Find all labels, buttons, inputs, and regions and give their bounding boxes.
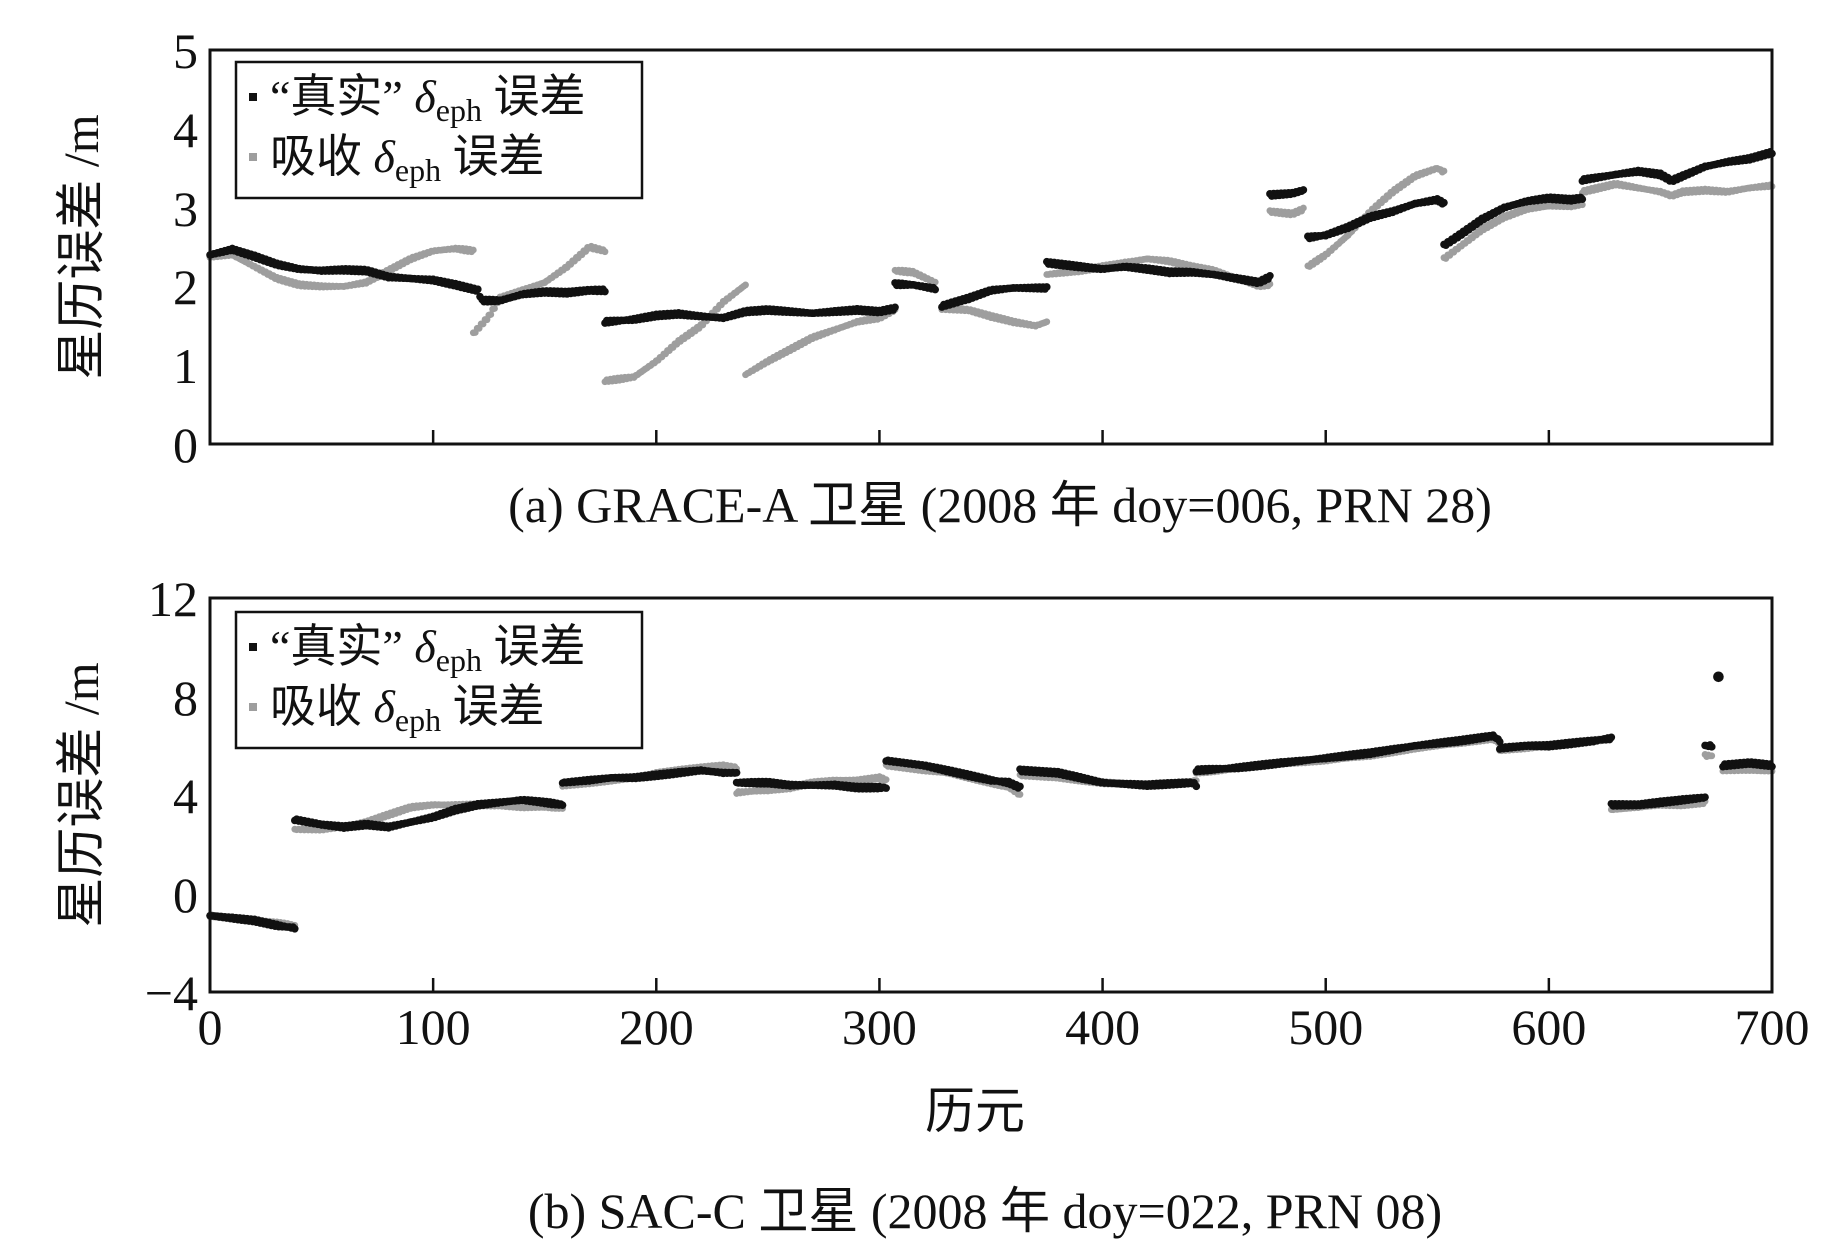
panel-b-x-tick-labels: 0 100 200 300 400 500 600 700 <box>198 999 1810 1055</box>
x-tick-label: 300 <box>842 999 917 1055</box>
data-point <box>1607 733 1616 742</box>
data-point <box>1192 782 1201 791</box>
data-point <box>1578 195 1587 203</box>
data-point <box>1713 671 1724 683</box>
panel-b-x-axis-title: 历元 <box>925 1083 1025 1139</box>
legend-label-absorbed: 吸收 δeph 误差 <box>270 681 545 738</box>
x-tick-label: 0 <box>198 999 223 1055</box>
x-tick-label: 400 <box>1065 999 1140 1055</box>
y-tick-label: 0 <box>173 867 198 923</box>
data-point <box>1440 167 1448 175</box>
x-tick-label: 700 <box>1735 999 1810 1055</box>
y-tick-label: 8 <box>173 670 198 726</box>
data-point <box>558 801 567 809</box>
panel-b-y-axis-title: 星历误差 /m <box>53 662 109 927</box>
data-point <box>1440 198 1448 207</box>
panel-b-caption: (b) SAC-C 卫星 (2008 年 doy=022, PRN 08) <box>528 1183 1442 1239</box>
legend-marker-absorbed <box>249 703 257 711</box>
data-point <box>1578 201 1586 209</box>
y-tick-label: −4 <box>145 965 198 1021</box>
panel-a-caption: (a) GRACE-A 卫星 (2008 年 doy=006, PRN 28) <box>508 477 1492 533</box>
y-tick-label: 5 <box>173 23 198 79</box>
y-tick-label: 12 <box>148 571 198 627</box>
legend-box <box>234 60 644 200</box>
data-point <box>1016 791 1024 798</box>
data-point <box>882 776 890 783</box>
y-tick-label: 2 <box>173 259 198 315</box>
panel-a-points <box>206 147 1776 386</box>
data-point <box>290 925 299 933</box>
legend-box <box>234 610 644 750</box>
data-point <box>1300 204 1307 212</box>
panel-a-legend: “真实” δeph 误差 吸收 δeph 误差 <box>234 60 644 200</box>
data-point <box>1043 318 1051 326</box>
data-point <box>601 248 609 256</box>
data-point <box>491 305 498 312</box>
panel-a-ticks <box>431 430 1551 444</box>
data-point <box>931 278 939 286</box>
data-point <box>601 287 609 296</box>
data-point <box>487 311 495 318</box>
panel-b-y-tick-labels: −4 0 4 8 12 <box>145 571 198 1021</box>
data-point <box>1707 743 1716 751</box>
y-tick-label: 4 <box>173 102 198 158</box>
legend-label-true: “真实” δeph 误差 <box>270 71 585 128</box>
panel-a-y-tick-labels: 0 1 2 3 4 5 <box>173 23 198 473</box>
panel-a-frame <box>208 48 1774 446</box>
legend-marker-true <box>249 643 257 651</box>
legend-marker-true <box>249 93 257 101</box>
panel-b-points <box>206 671 1776 933</box>
data-point <box>1299 186 1308 194</box>
panel-a: 0 1 2 3 4 5 星历误差 /m “真实” δeph 误差 吸收 δeph… <box>53 23 1776 533</box>
data-point <box>1042 283 1051 291</box>
data-point <box>891 303 899 312</box>
data-point <box>1701 793 1709 801</box>
x-tick-label: 100 <box>396 999 471 1055</box>
x-tick-label: 200 <box>619 999 694 1055</box>
panel-b: −4 0 4 8 12 星历误差 /m 0 100 200 300 400 500 600 7… <box>53 571 1810 1239</box>
x-tick-label: 500 <box>1288 999 1363 1055</box>
data-point <box>1708 752 1716 760</box>
legend-marker-absorbed <box>249 153 257 161</box>
data-point <box>732 768 741 777</box>
y-tick-label: 4 <box>173 768 198 824</box>
panel-b-ticks <box>431 978 1551 992</box>
data-point <box>1016 782 1024 791</box>
data-point <box>1266 271 1274 280</box>
y-tick-label: 0 <box>173 417 198 473</box>
data-point <box>931 285 940 294</box>
y-tick-label: 1 <box>173 338 198 394</box>
x-tick-label: 600 <box>1511 999 1586 1055</box>
legend-label-true: “真实” δeph 误差 <box>270 621 585 678</box>
panel-b-frame <box>208 596 1774 994</box>
data-point <box>469 246 477 254</box>
panel-a-y-axis-title: 星历误差 /m <box>53 114 109 379</box>
data-point <box>882 784 890 792</box>
data-point <box>473 285 482 294</box>
y-tick-label: 3 <box>173 181 198 237</box>
data-point <box>742 281 749 289</box>
legend-label-absorbed: 吸收 δeph 误差 <box>270 131 545 188</box>
panel-b-legend: “真实” δeph 误差 吸收 δeph 误差 <box>234 610 644 750</box>
